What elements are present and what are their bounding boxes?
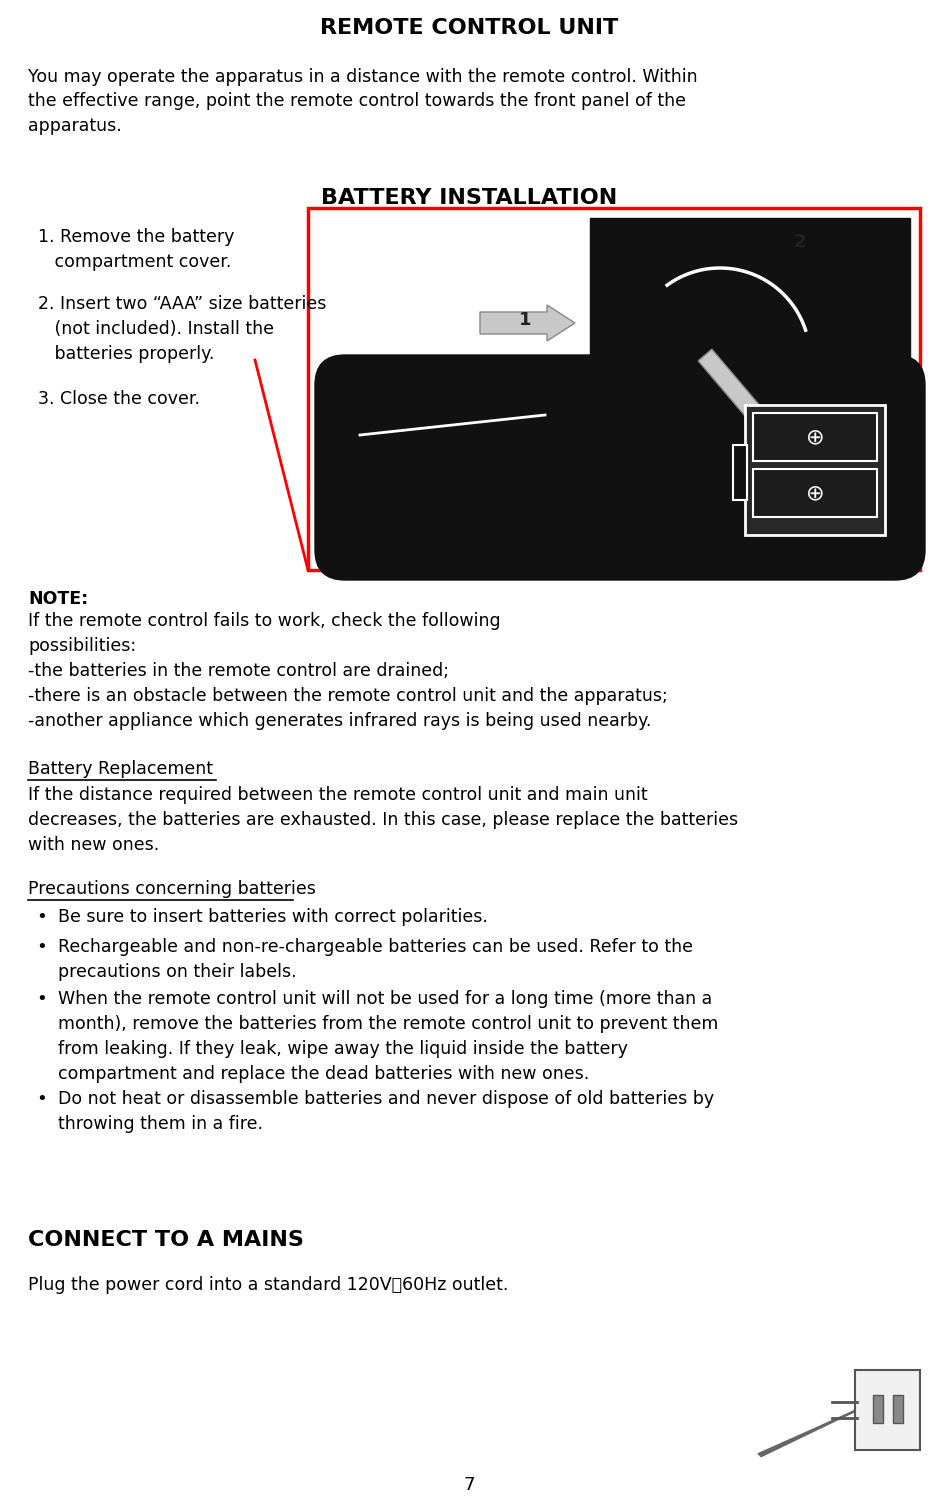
Text: Plug the power cord into a standard 120V～60Hz outlet.: Plug the power cord into a standard 120V… [28,1276,508,1294]
Text: REMOTE CONTROL UNIT: REMOTE CONTROL UNIT [320,18,618,37]
Text: 7: 7 [463,1477,475,1495]
Text: NOTE:: NOTE: [28,589,88,607]
Text: You may operate the apparatus in a distance with the remote control. Within
the : You may operate the apparatus in a dista… [28,67,698,135]
Text: ⊕: ⊕ [806,426,825,447]
Text: •: • [36,1091,47,1109]
Text: 2. Insert two “AAA” size batteries
   (not included). Install the
   batteries p: 2. Insert two “AAA” size batteries (not … [38,295,326,364]
Text: •: • [36,908,47,926]
Bar [745,405,885,536]
Bar [753,470,877,518]
Bar [855,1370,920,1450]
Bar [590,218,910,393]
Text: 3. Close the cover.: 3. Close the cover. [38,390,200,408]
Text: 1. Remove the battery
   compartment cover.: 1. Remove the battery compartment cover. [38,227,234,271]
Bar [753,413,877,461]
Text: •: • [36,938,47,956]
Text: BATTERY INSTALLATION: BATTERY INSTALLATION [321,188,617,208]
Text: ⊕: ⊕ [806,483,825,503]
Text: If the remote control fails to work, check the following
possibilities:
-the bat: If the remote control fails to work, che… [28,612,668,730]
Text: Be sure to insert batteries with correct polarities.: Be sure to insert batteries with correct… [58,908,488,926]
Text: Precautions concerning batteries: Precautions concerning batteries [28,880,316,898]
Text: Do not heat or disassemble batteries and never dispose of old batteries by
throw: Do not heat or disassemble batteries and… [58,1091,714,1132]
Bar [308,208,920,570]
Text: When the remote control unit will not be used for a long time (more than a
month: When the remote control unit will not be… [58,990,719,1083]
Text: Battery Replacement: Battery Replacement [28,760,213,778]
FancyBboxPatch shape [315,355,925,580]
Text: •: • [36,990,47,1008]
Bar [733,444,747,500]
FancyArrow shape [698,349,790,455]
Text: Rechargeable and non-re-chargeable batteries can be used. Refer to the
precautio: Rechargeable and non-re-chargeable batte… [58,938,693,981]
Bar [893,1394,903,1423]
FancyArrow shape [480,305,575,341]
Text: 2: 2 [794,233,807,251]
Text: 1: 1 [519,311,531,329]
Bar [873,1394,883,1423]
Text: CONNECT TO A MAINS: CONNECT TO A MAINS [28,1230,304,1251]
Text: If the distance required between the remote control unit and main unit
decreases: If the distance required between the rem… [28,785,738,854]
